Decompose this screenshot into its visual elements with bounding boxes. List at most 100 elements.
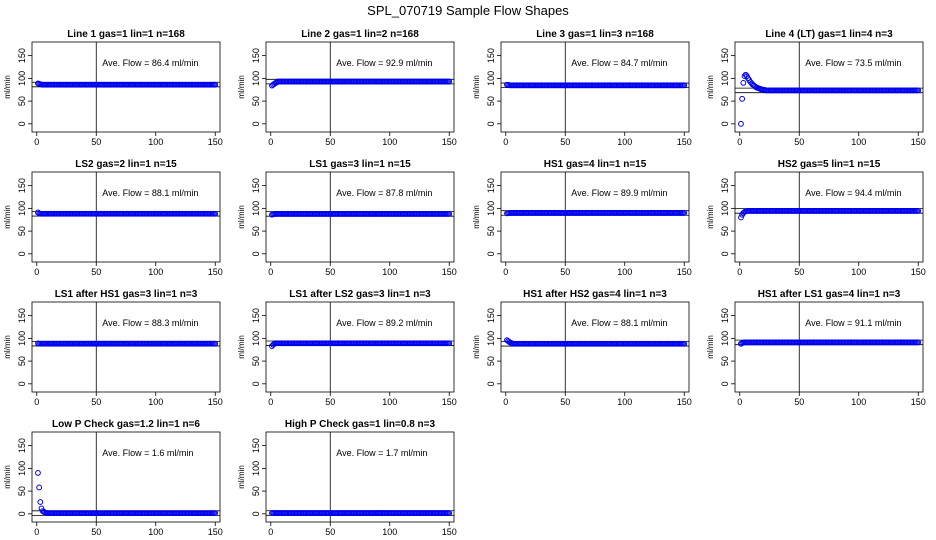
x-tick-label: 0 [268, 137, 273, 147]
y-tick-label: 150 [251, 178, 261, 193]
x-tick-label: 100 [148, 397, 163, 407]
x-tick-label: 150 [677, 397, 692, 407]
average-flow-annotation: Ave. Flow = 87.8 ml/min [336, 188, 432, 198]
data-point [446, 211, 453, 217]
panel-title: HS1 after HS2 gas=4 lin=1 n=3 [523, 289, 667, 300]
y-tick-label: 100 [720, 331, 730, 346]
y-tick-label: 0 [486, 381, 496, 386]
plot-frame [265, 41, 455, 133]
y-tick-label: 50 [720, 226, 730, 236]
y-tick-label: 150 [17, 438, 27, 453]
x-tick-label: 50 [794, 267, 804, 277]
panel-9: LS1 after HS1 gas=3 lin=1 n=3 0 50 100 150 0 5… [3, 289, 223, 407]
data-point [681, 210, 688, 216]
panel-5: LS2 gas=2 lin=1 n=15 0 50 100 150 0 50 100 150 ml… [3, 159, 223, 277]
y-axis-label: ml/min [472, 205, 481, 229]
x-tick-label: 100 [851, 137, 866, 147]
plot-frame [500, 41, 690, 133]
x-tick-label: 150 [442, 527, 457, 537]
x-tick-label: 0 [268, 397, 273, 407]
y-tick-label: 100 [486, 331, 496, 346]
x-tick-label: 0 [503, 267, 508, 277]
average-flow-annotation: Ave. Flow = 73.5 ml/min [805, 58, 901, 68]
y-tick-label: 0 [251, 511, 261, 516]
data-point [35, 470, 41, 476]
y-tick-label: 50 [17, 356, 27, 366]
plot-frame [734, 171, 924, 263]
data-points [738, 339, 922, 347]
x-tick-label: 50 [560, 267, 570, 277]
x-tick-label: 150 [208, 137, 223, 147]
y-tick-label: 150 [251, 438, 261, 453]
x-tick-label: 150 [677, 137, 692, 147]
y-tick-label: 100 [17, 201, 27, 216]
panel-title: Line 3 gas=1 lin=3 n=168 [536, 29, 654, 40]
data-point [37, 499, 44, 505]
x-tick-label: 50 [325, 397, 335, 407]
panel-title: HS1 gas=4 lin=1 n=15 [544, 159, 647, 170]
panel-title: HS1 after LS1 gas=4 lin=1 n=3 [758, 289, 901, 300]
panel-title: LS1 gas=3 lin=1 n=15 [309, 159, 411, 170]
average-flow-annotation: Ave. Flow = 1.6 ml/min [102, 448, 193, 458]
panel-3: Line 3 gas=1 lin=3 n=168 0 50 100 150 0 50 100 1… [472, 29, 692, 147]
figure-title: SPL_070719 Sample Flow Shapes [367, 3, 569, 18]
y-axis-label: ml/min [237, 465, 246, 489]
x-tick-label: 150 [677, 267, 692, 277]
x-tick-label: 100 [617, 267, 632, 277]
x-tick-label: 0 [34, 267, 39, 277]
x-tick-label: 0 [737, 397, 742, 407]
plot-frame [265, 171, 455, 263]
x-tick-label: 150 [208, 267, 223, 277]
x-tick-label: 100 [382, 527, 397, 537]
y-axis-label: ml/min [706, 335, 715, 359]
data-points [35, 209, 219, 217]
panel-title: LS2 gas=2 lin=1 n=15 [75, 159, 177, 170]
panel-10: LS1 after LS2 gas=3 lin=1 n=3 0 50 100 150 0 5… [237, 289, 457, 407]
data-point [36, 484, 43, 491]
x-tick-label: 0 [737, 267, 742, 277]
panel-11: HS1 after HS2 gas=4 lin=1 n=3 0 50 100 150 0 5… [472, 289, 692, 407]
y-axis-label: ml/min [472, 335, 481, 359]
y-tick-label: 0 [17, 121, 27, 126]
data-points [738, 71, 922, 127]
y-tick-label: 100 [17, 461, 27, 476]
x-tick-label: 0 [34, 397, 39, 407]
data-point [915, 208, 922, 214]
x-tick-label: 0 [503, 397, 508, 407]
y-tick-label: 0 [251, 381, 261, 386]
average-flow-annotation: Ave. Flow = 91.1 ml/min [805, 318, 901, 328]
x-tick-label: 50 [325, 527, 335, 537]
panel-6: LS1 gas=3 lin=1 n=15 0 50 100 150 0 50 100 150 ml… [237, 159, 457, 277]
data-point [446, 510, 453, 516]
x-tick-label: 50 [325, 267, 335, 277]
x-tick-label: 100 [851, 267, 866, 277]
x-tick-label: 150 [442, 137, 457, 147]
panel-2: Line 2 gas=1 lin=2 n=168 0 50 100 150 0 50 100 1… [237, 29, 457, 147]
x-tick-label: 50 [325, 137, 335, 147]
y-tick-label: 150 [486, 308, 496, 323]
plot-frame [734, 301, 924, 393]
x-tick-label: 150 [208, 527, 223, 537]
data-points [35, 340, 219, 347]
plot-frame [500, 301, 690, 393]
y-tick-label: 100 [486, 201, 496, 216]
x-tick-label: 100 [382, 397, 397, 407]
y-tick-label: 100 [251, 71, 261, 86]
y-axis-label: ml/min [706, 75, 715, 99]
y-tick-label: 50 [251, 96, 261, 106]
average-flow-annotation: Ave. Flow = 89.2 ml/min [336, 318, 432, 328]
panel-4: Line 4 (LT) gas=1 lin=4 n=3 0 50 100 150 0 50 1… [706, 29, 926, 147]
average-flow-annotation: Ave. Flow = 88.1 ml/min [102, 188, 198, 198]
y-tick-label: 150 [720, 48, 730, 63]
x-tick-label: 100 [148, 267, 163, 277]
y-axis-label: ml/min [237, 335, 246, 359]
y-tick-label: 50 [486, 356, 496, 366]
x-tick-label: 50 [794, 397, 804, 407]
data-points [35, 80, 219, 88]
y-tick-label: 50 [251, 356, 261, 366]
panel-14: High P Check gas=1 lin=0.8 n=3 0 50 100 150 0… [237, 419, 457, 537]
data-point [446, 78, 453, 85]
y-tick-label: 0 [720, 121, 730, 126]
y-tick-label: 50 [486, 226, 496, 236]
y-axis-label: ml/min [237, 75, 246, 99]
